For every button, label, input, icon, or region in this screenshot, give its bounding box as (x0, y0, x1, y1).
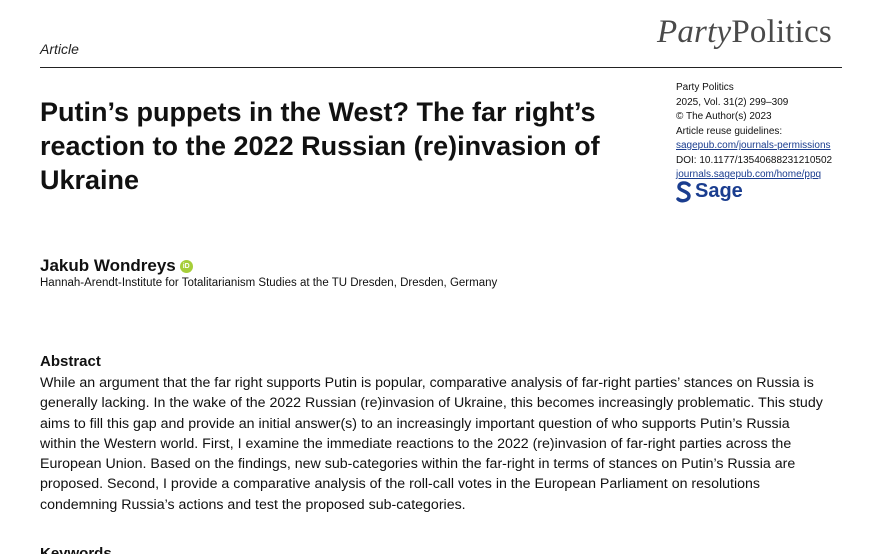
meta-journal: Party Politics (676, 82, 734, 93)
title-line: Putin’s puppets in the West? The far rig… (40, 97, 596, 127)
sage-s-icon (676, 180, 691, 202)
author-block: Jakub Wondreys iD (40, 256, 193, 276)
journal-home-link[interactable]: journals.sagepub.com/home/ppq (676, 169, 822, 180)
journal-logo-part1: Party (657, 14, 732, 50)
article-metadata: Party Politics 2025, Vol. 31(2) 299–309 … (676, 81, 832, 183)
abstract-line: condemning Russia’s actions and test the… (40, 496, 466, 513)
header-divider (40, 67, 842, 68)
sage-logo-text: Sage (695, 180, 743, 202)
journal-logo: PartyPolitics (657, 14, 832, 51)
meta-reuse-label: Article reuse guidelines: (676, 125, 783, 137)
article-title: Putin’s puppets in the West? The far rig… (40, 95, 660, 197)
sage-publisher-logo[interactable]: Sage (676, 180, 743, 203)
abstract-line: proposed. Second, I provide a comparativ… (40, 476, 761, 493)
author-affiliation: Hannah-Arendt-Institute for Totalitarian… (40, 277, 498, 289)
article-type-label: Article (40, 41, 79, 57)
abstract-line: within the Western world. First, I exami… (40, 435, 792, 452)
author-name: Jakub Wondreys (40, 256, 176, 275)
meta-volume: 2025, Vol. 31(2) 299–309 (676, 96, 789, 108)
meta-doi: DOI: 10.1177/13540688231210502 (676, 154, 833, 166)
title-line: Ukraine (40, 165, 140, 195)
keywords-heading: Keywords (40, 545, 112, 554)
abstract-line: European Union. Based on the findings, n… (40, 456, 796, 473)
journal-logo-part2: Politics (731, 14, 832, 50)
reuse-guidelines-link[interactable]: sagepub.com/journals-permissions (676, 140, 831, 151)
abstract-line: aims to fill this gap and provide an ini… (40, 415, 790, 432)
abstract-body: While an argument that the far right sup… (40, 373, 842, 515)
abstract-line: generally lacking. In the wake of the 20… (40, 395, 823, 412)
orcid-icon[interactable]: iD (179, 259, 193, 273)
title-line: reaction to the 2022 Russian (re)invasio… (40, 131, 600, 161)
meta-copyright: © The Author(s) 2023 (676, 111, 772, 122)
abstract-line: While an argument that the far right sup… (40, 375, 814, 391)
abstract-heading: Abstract (40, 353, 101, 370)
